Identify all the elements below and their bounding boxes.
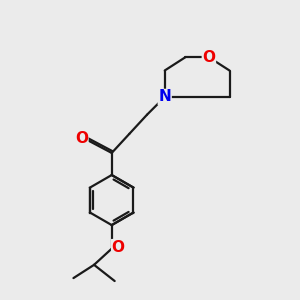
Text: N: N	[158, 89, 171, 104]
Text: O: O	[75, 131, 88, 146]
Text: O: O	[202, 50, 215, 65]
Text: O: O	[112, 240, 125, 255]
